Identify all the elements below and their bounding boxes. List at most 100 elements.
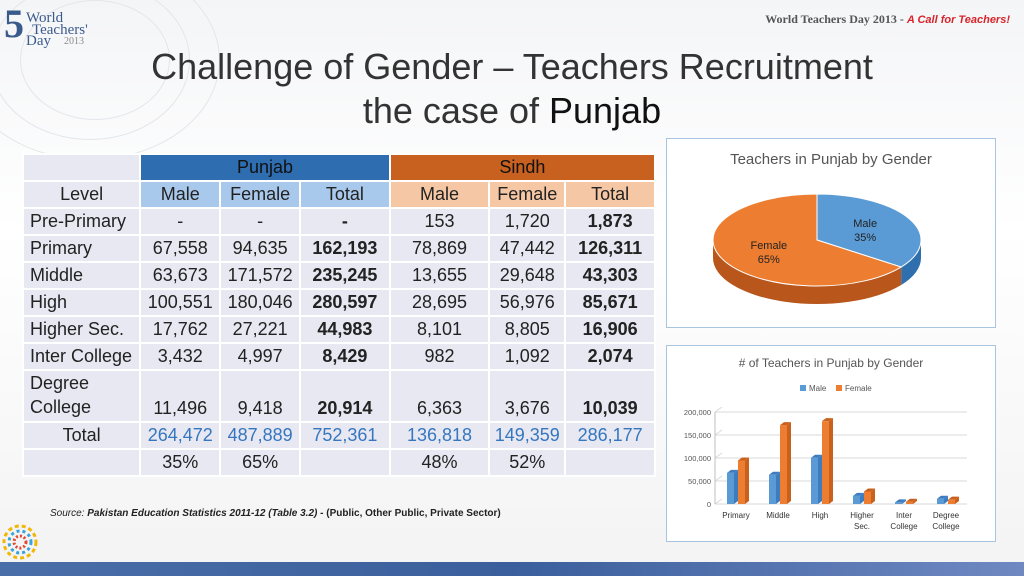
world-teachers-day-logo: 5 World Teachers' Day 2013 bbox=[4, 1, 94, 49]
table-cell: 126,311 bbox=[564, 234, 656, 263]
table-cell: 752,361 bbox=[299, 421, 391, 450]
table-cell: 44,983 bbox=[299, 315, 391, 344]
y-tick-label: 100,000 bbox=[684, 454, 711, 463]
table-cell: 264,472 bbox=[139, 421, 222, 450]
table-cell: 9,418 bbox=[219, 369, 302, 423]
teachers-table: Punjab Sindh Level Male Female Total Mal… bbox=[21, 153, 657, 477]
table-percent-row: 35% 65% 48% 52% bbox=[21, 448, 656, 477]
bar-female bbox=[864, 491, 871, 504]
pie-chart-title: Teachers in Punjab by Gender bbox=[730, 151, 932, 168]
bar-side bbox=[745, 457, 749, 504]
table-cell: 29,648 bbox=[488, 261, 567, 290]
logo-year: 2013 bbox=[64, 36, 84, 47]
table-cell: 180,046 bbox=[219, 288, 302, 317]
table-cell bbox=[564, 448, 656, 477]
bar-side bbox=[860, 492, 864, 504]
gridline-depth bbox=[714, 429, 723, 436]
bar-top bbox=[811, 454, 822, 458]
bar-top bbox=[864, 488, 875, 492]
gridline-depth bbox=[714, 452, 723, 459]
column-header: Female bbox=[488, 180, 567, 209]
pie-label: Male bbox=[853, 218, 877, 230]
table-cell: 4,997 bbox=[219, 342, 302, 371]
table-cell: 136,818 bbox=[388, 421, 491, 450]
pie-slice-side bbox=[901, 240, 921, 286]
table-cell: 65% bbox=[219, 448, 302, 477]
table-cell: 78,869 bbox=[388, 234, 491, 263]
bar-top bbox=[906, 498, 917, 502]
row-label: Middle bbox=[21, 261, 142, 290]
source-prefix: Source: bbox=[50, 508, 85, 519]
table-row: Middle 63,673 171,572 235,245 13,655 29,… bbox=[21, 261, 656, 290]
table-cell: 3,432 bbox=[139, 342, 222, 371]
column-header-level: Level bbox=[21, 180, 142, 209]
gridline-depth bbox=[714, 406, 723, 413]
legend-swatch-male bbox=[800, 385, 806, 391]
bar-side bbox=[776, 471, 780, 504]
table-cell: 47,442 bbox=[488, 234, 567, 263]
table-cell: 1,092 bbox=[488, 342, 567, 371]
event-tagline: A Call for Teachers! bbox=[906, 14, 1010, 26]
row-label: Total bbox=[21, 421, 142, 450]
table-cell bbox=[21, 153, 142, 182]
table-cell: 100,551 bbox=[139, 288, 222, 317]
table-cell: 94,635 bbox=[219, 234, 302, 263]
bar-female bbox=[948, 499, 955, 504]
x-tick-label: Degree bbox=[933, 511, 960, 520]
table-cell: 43,303 bbox=[564, 261, 656, 290]
bar-side bbox=[902, 499, 906, 504]
x-tick-label: High bbox=[812, 511, 828, 520]
event-banner: World Teachers Day 2013 - A Call for Tea… bbox=[765, 12, 1010, 27]
pie-label: Female bbox=[750, 240, 787, 252]
bar-top bbox=[853, 492, 864, 496]
table-cell bbox=[299, 448, 391, 477]
table-cell bbox=[21, 448, 142, 477]
event-text: World Teachers Day 2013 - bbox=[765, 12, 904, 26]
column-header: Total bbox=[299, 180, 391, 209]
table-cell: 982 bbox=[388, 342, 491, 371]
decorative-emblem-icon bbox=[2, 524, 38, 560]
table-cell: 6,363 bbox=[388, 369, 491, 423]
x-tick-label: Sec. bbox=[854, 522, 870, 531]
table-cell: 171,572 bbox=[219, 261, 302, 290]
gridline-depth bbox=[714, 475, 723, 482]
bar-chart: Male Female 0 50,000 100,000 150,000 200,000 Pr… bbox=[684, 384, 967, 531]
table-cell: 27,221 bbox=[219, 315, 302, 344]
table-row: Primary 67,558 94,635 162,193 78,869 47,… bbox=[21, 234, 656, 263]
table-cell: 162,193 bbox=[299, 234, 391, 263]
pie-chart-panel: Teachers in Punjab by Gender Male 35% Fema… bbox=[666, 138, 996, 328]
table-cell: 35% bbox=[139, 448, 222, 477]
y-tick-label: 200,000 bbox=[684, 408, 711, 417]
table-row: Degree College 11,496 9,418 20,914 6,363 … bbox=[21, 369, 656, 423]
bar-top bbox=[822, 418, 833, 422]
x-tick-label: College bbox=[932, 522, 960, 531]
table-cell: 3,676 bbox=[488, 369, 567, 423]
row-label: Primary bbox=[21, 234, 142, 263]
table-cell: 280,597 bbox=[299, 288, 391, 317]
y-tick-label: 0 bbox=[707, 500, 711, 509]
group-header-sindh: Sindh bbox=[388, 153, 657, 182]
table-cell: 63,673 bbox=[139, 261, 222, 290]
bar-top bbox=[895, 499, 906, 503]
table-cell: 1,720 bbox=[488, 207, 567, 236]
x-tick-label: Higher bbox=[850, 511, 874, 520]
pie-slice-female bbox=[712, 193, 903, 287]
bar-chart-panel: # of Teachers in Punjab by Gender Male Fe… bbox=[666, 345, 996, 542]
logo-word: Teachers' bbox=[32, 22, 88, 38]
bar-female bbox=[738, 460, 745, 504]
y-tick-label: 150,000 bbox=[684, 431, 711, 440]
table-cell: 8,805 bbox=[488, 315, 567, 344]
page-title: Challenge of Gender – Teachers Recruitme… bbox=[151, 46, 873, 87]
logo-word: World bbox=[26, 10, 64, 26]
y-tick-label: 50,000 bbox=[688, 477, 711, 486]
column-header: Male bbox=[139, 180, 222, 209]
row-label: Pre-Primary bbox=[21, 207, 142, 236]
row-label: Higher Sec. bbox=[21, 315, 142, 344]
legend-swatch-female bbox=[836, 385, 842, 391]
group-header-punjab: Punjab bbox=[139, 153, 391, 182]
table-group-header-row: Punjab Sindh bbox=[21, 153, 657, 182]
row-label-line: College bbox=[30, 397, 92, 417]
table-cell: - bbox=[139, 207, 222, 236]
legend-label: Male bbox=[809, 384, 827, 393]
table-cell: 11,496 bbox=[139, 369, 222, 423]
